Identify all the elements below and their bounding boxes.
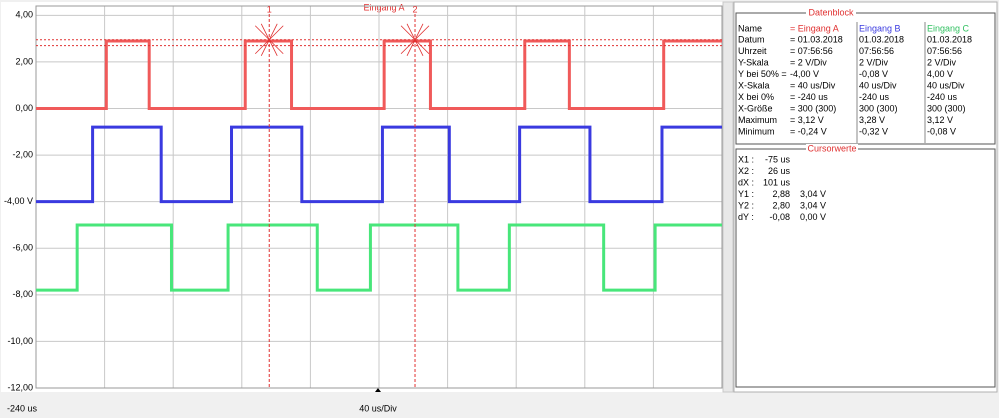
- table-cell: = 01.03.2018: [790, 34, 843, 44]
- table-cell: = 3,12 V: [790, 115, 824, 125]
- cursor-value: 101 us: [763, 177, 791, 187]
- cursor-value: 2,88: [772, 189, 790, 199]
- signal-line: [36, 125, 722, 204]
- table-cell: -0,08 V: [927, 126, 956, 136]
- table-cell: -240 us: [927, 92, 958, 102]
- trigger-marker: [375, 388, 381, 392]
- cursor-label: 1: [267, 4, 272, 14]
- table-cell: -0,08 V: [859, 69, 888, 79]
- table-cell: -240 us: [859, 92, 890, 102]
- cursor-value: 0,00 V: [800, 212, 826, 222]
- info-panel: [733, 1, 998, 393]
- y-tick-label: -8,00: [12, 289, 33, 299]
- table-cell: = 2 V/Div: [790, 57, 827, 67]
- cursor-value: dX :: [738, 177, 754, 187]
- cursor-value: dY :: [738, 212, 754, 222]
- table-cell: 07:56:56: [927, 46, 962, 56]
- y-tick-label: -2,00: [12, 149, 33, 159]
- y-tick-label: -12,00: [7, 382, 33, 392]
- plot-frame: [35, 5, 723, 389]
- table-cell: Datum: [738, 34, 765, 44]
- table-cell: 300 (300): [927, 103, 966, 113]
- chart-title: Eingang A: [363, 2, 404, 12]
- table-cell: X bei 0%: [738, 92, 774, 102]
- x-start-label: -240 us: [7, 403, 38, 413]
- table-cell: = -240 us: [790, 92, 828, 102]
- cursor-label: 2: [413, 4, 418, 14]
- cursor-value: 3,04 V: [800, 189, 826, 199]
- table-cell: Maximum: [738, 115, 777, 125]
- datenblock-box: [735, 12, 996, 145]
- table-cell: 01.03.2018: [927, 34, 972, 44]
- signal-line: [36, 223, 722, 292]
- table-cell: Y-Skala: [738, 57, 769, 67]
- cursor-value: 3,04 V: [800, 200, 826, 210]
- cursor-value: 2,80: [772, 200, 790, 210]
- cursor-star: [406, 23, 424, 56]
- table-cell: 40 us/Div: [927, 80, 965, 90]
- table-cell: 3,12 V: [927, 115, 953, 125]
- column-header: = Eingang A: [790, 23, 839, 33]
- table-cell: 07:56:56: [859, 46, 894, 56]
- table-cell: 01.03.2018: [859, 34, 904, 44]
- signal-line: [36, 39, 722, 110]
- x-scale-label: 40 us/Div: [359, 403, 397, 413]
- y-tick-label: -6,00: [12, 243, 33, 253]
- y-tick-label: -10,00: [7, 336, 33, 346]
- cursor-star: [260, 23, 278, 56]
- table-cell: -4,00 V: [790, 69, 819, 79]
- plot-bg: [1, 2, 723, 392]
- table-cell: = 40 us/Div: [790, 80, 836, 90]
- cursor-value: -75 us: [765, 154, 791, 164]
- cursor-value: -0,08: [769, 212, 790, 222]
- table-cell: = 300 (300): [790, 103, 836, 113]
- table-cell: -0,32 V: [859, 126, 888, 136]
- table-cell: 4,00 V: [927, 69, 953, 79]
- datenblock-title: Datenblock: [808, 7, 854, 17]
- title-bg: [806, 144, 858, 154]
- cursor-value: X1 :: [738, 154, 754, 164]
- table-cell: X-Größe: [738, 103, 773, 113]
- cursorwerte-title: Cursorwerte: [807, 143, 856, 153]
- cursor-value: Y2 :: [738, 200, 754, 210]
- scrollbar[interactable]: [722, 1, 734, 393]
- table-cell: 300 (300): [859, 103, 898, 113]
- table-cell: Uhrzeit: [738, 46, 767, 56]
- table-cell: X-Skala: [738, 80, 770, 90]
- table-cell: 40 us/Div: [859, 80, 897, 90]
- table-cell: = 07:56:56: [790, 46, 833, 56]
- y-tick-label: 2,00: [15, 56, 33, 66]
- column-header: Name: [738, 23, 762, 33]
- cursor-value: X2 :: [738, 166, 754, 176]
- y-tick-label: 4,00: [15, 10, 33, 20]
- column-header: Eingang C: [927, 23, 970, 33]
- table-cell: Y bei 50% =: [738, 69, 787, 79]
- table-cell: = -0,24 V: [790, 126, 827, 136]
- table-cell: 2 V/Div: [859, 57, 889, 67]
- table-cell: 3,28 V: [859, 115, 885, 125]
- table-cell: Minimum: [738, 126, 775, 136]
- title-bg: [806, 8, 856, 18]
- cursorwerte-box: [735, 148, 996, 388]
- y-tick-label: -4,00 V: [4, 196, 33, 206]
- cursor-value: 26 us: [768, 166, 791, 176]
- column-header: Eingang B: [859, 23, 901, 33]
- table-cell: 2 V/Div: [927, 57, 957, 67]
- y-tick-label: 0,00: [15, 103, 33, 113]
- cursor-value: Y1 :: [738, 189, 754, 199]
